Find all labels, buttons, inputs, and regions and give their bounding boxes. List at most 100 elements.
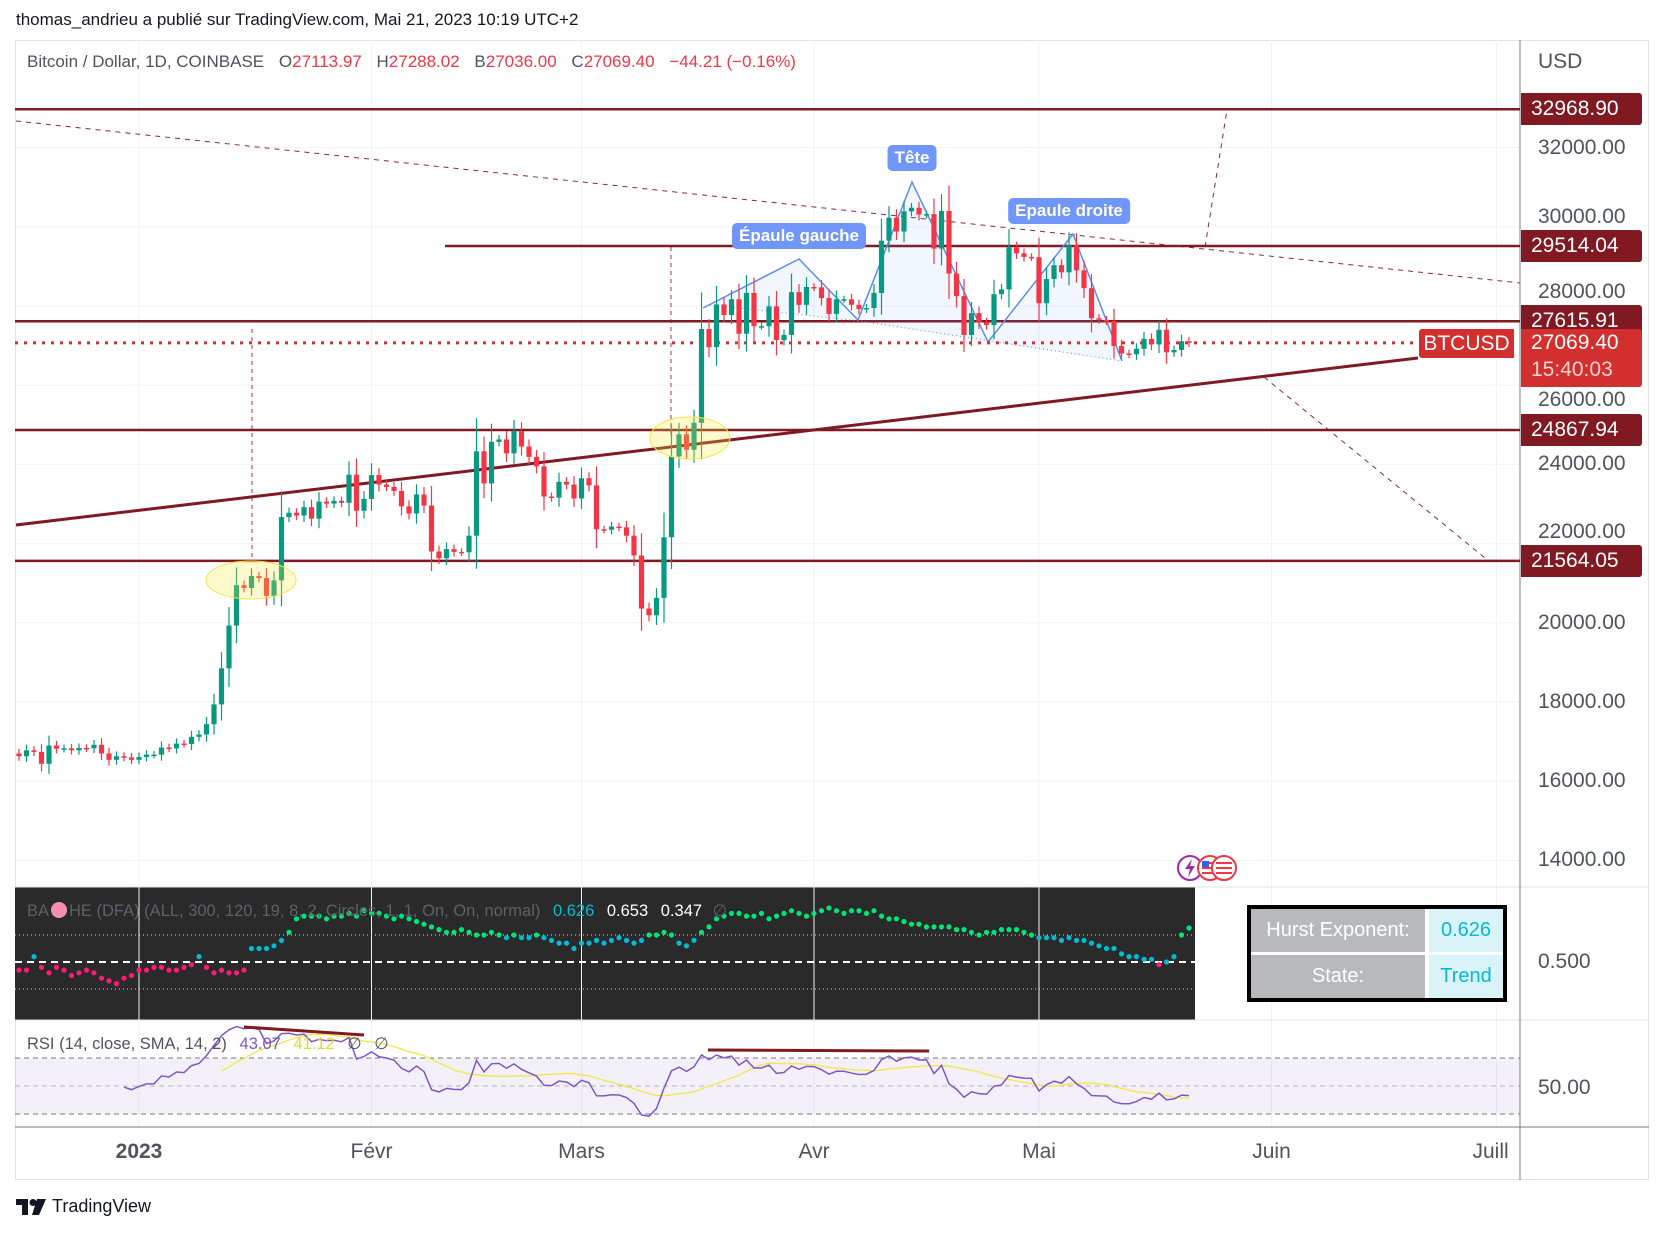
hurst-dot (1171, 954, 1177, 960)
hurst-dot (706, 924, 712, 930)
hurst-dot (383, 913, 390, 919)
candle-body (166, 747, 172, 750)
candle (383, 480, 390, 492)
candle (878, 218, 885, 315)
candle (893, 209, 900, 240)
hurst-dot (781, 910, 787, 917)
rsi-divergence-line[interactable] (707, 1048, 930, 1053)
candle (1081, 260, 1087, 298)
descending-dashed-trendline[interactable] (15, 120, 1521, 284)
event-icons[interactable] (1176, 853, 1246, 883)
candle-body (443, 549, 450, 559)
hurst-dot (248, 945, 255, 952)
hurst-dot (263, 945, 270, 952)
hurst-pane-background (15, 887, 1195, 1020)
candle (1066, 232, 1072, 286)
tradingview-logo[interactable]: TradingView (16, 1196, 151, 1217)
candle-body (143, 754, 150, 758)
hurst-dot (908, 921, 915, 927)
change-value: −44.21 (−0.16%) (669, 52, 796, 71)
hurst-dot (1043, 935, 1050, 941)
candle-body (1156, 329, 1162, 345)
left-shoulder-label[interactable]: Épaule gauche (732, 223, 866, 249)
candle (308, 499, 315, 527)
hurst-dot (286, 929, 292, 935)
candle-body (631, 535, 637, 556)
candle (31, 746, 37, 757)
candle (511, 419, 517, 465)
candle-body (188, 736, 195, 744)
rsi-value-4: ∅ (374, 1035, 389, 1053)
candle (923, 210, 930, 219)
candle-body (946, 210, 952, 274)
candle (413, 484, 420, 524)
candle (578, 467, 585, 510)
hurst-dot (1028, 932, 1035, 938)
hurst-dot (203, 964, 210, 971)
horizontal-levels[interactable] (15, 107, 1520, 563)
rsi-legend[interactable]: RSI (14, close, SMA, 14, 2) 43.07 41.12 … (27, 1034, 389, 1054)
hurst-dot (668, 932, 675, 938)
candle-body (1021, 253, 1027, 257)
ascending-support-trendline[interactable] (15, 356, 1419, 527)
candle (676, 422, 682, 468)
projection-up-dashed-line[interactable] (1204, 109, 1228, 248)
currency-label[interactable]: USD (1538, 50, 1583, 73)
candle (16, 748, 22, 761)
candle-body (136, 757, 142, 760)
highlight-ellipse[interactable] (649, 416, 731, 460)
time-tick-label: Mai (1022, 1140, 1056, 1163)
head-label[interactable]: Tête (887, 145, 937, 171)
candle (83, 744, 90, 753)
candle (91, 739, 97, 754)
hurst-dot (151, 964, 157, 971)
candle-body (923, 214, 930, 216)
candle-body (848, 299, 855, 305)
projection-down-dashed-line[interactable] (1263, 376, 1486, 559)
candle-body (728, 299, 735, 316)
candle-body (1171, 349, 1177, 353)
hurst-dot (728, 910, 735, 917)
head-shoulders-pattern[interactable] (702, 180, 1123, 362)
us-flag-icon[interactable] (1211, 855, 1237, 881)
candle-body (428, 505, 435, 552)
candle-body (113, 756, 120, 760)
rsi-divergence-line[interactable] (243, 1025, 365, 1037)
candle-body (526, 446, 532, 457)
hurst-dot (83, 967, 90, 973)
candle-body (1036, 257, 1042, 304)
hurst-legend[interactable]: BA HE (DFA) (ALL, 300, 120, 19, 8, 2, Cir… (27, 901, 727, 921)
highlight-ellipse[interactable] (205, 560, 297, 600)
candle (728, 290, 735, 325)
price-tick-label: 20000.00 (1538, 610, 1626, 634)
hurst-dot (1058, 937, 1065, 944)
candle-body (106, 753, 112, 760)
candle-body (833, 299, 840, 314)
rsi-sma-line (221, 1033, 1190, 1100)
hurst-dot (1141, 956, 1147, 962)
hurst-dot (886, 916, 892, 922)
candle-body (578, 478, 585, 499)
candle (173, 738, 180, 754)
candle-body (473, 451, 480, 536)
hurst-dot (961, 927, 967, 933)
hurst-dot (826, 905, 832, 911)
hurst-dot (841, 910, 847, 917)
candle-body (1103, 319, 1110, 322)
price-tick-label: 30000.00 (1538, 204, 1626, 228)
right-shoulder-label[interactable]: Epaule droite (1008, 198, 1130, 224)
candle (211, 693, 217, 735)
candle-body (1186, 341, 1192, 343)
candle-body (383, 484, 390, 487)
candle (113, 751, 120, 765)
candle (136, 752, 142, 765)
hurst-dot (346, 910, 352, 917)
hurst-dot (481, 932, 487, 938)
candle-body (893, 217, 900, 232)
hurst-dot (38, 964, 45, 971)
candle-body (263, 578, 270, 596)
hurst-dot (736, 910, 742, 917)
candle (548, 492, 555, 502)
symbol-legend[interactable]: Bitcoin / Dollar, 1D, COINBASE O27113.97… (27, 52, 796, 72)
hurst-dot (413, 918, 420, 925)
